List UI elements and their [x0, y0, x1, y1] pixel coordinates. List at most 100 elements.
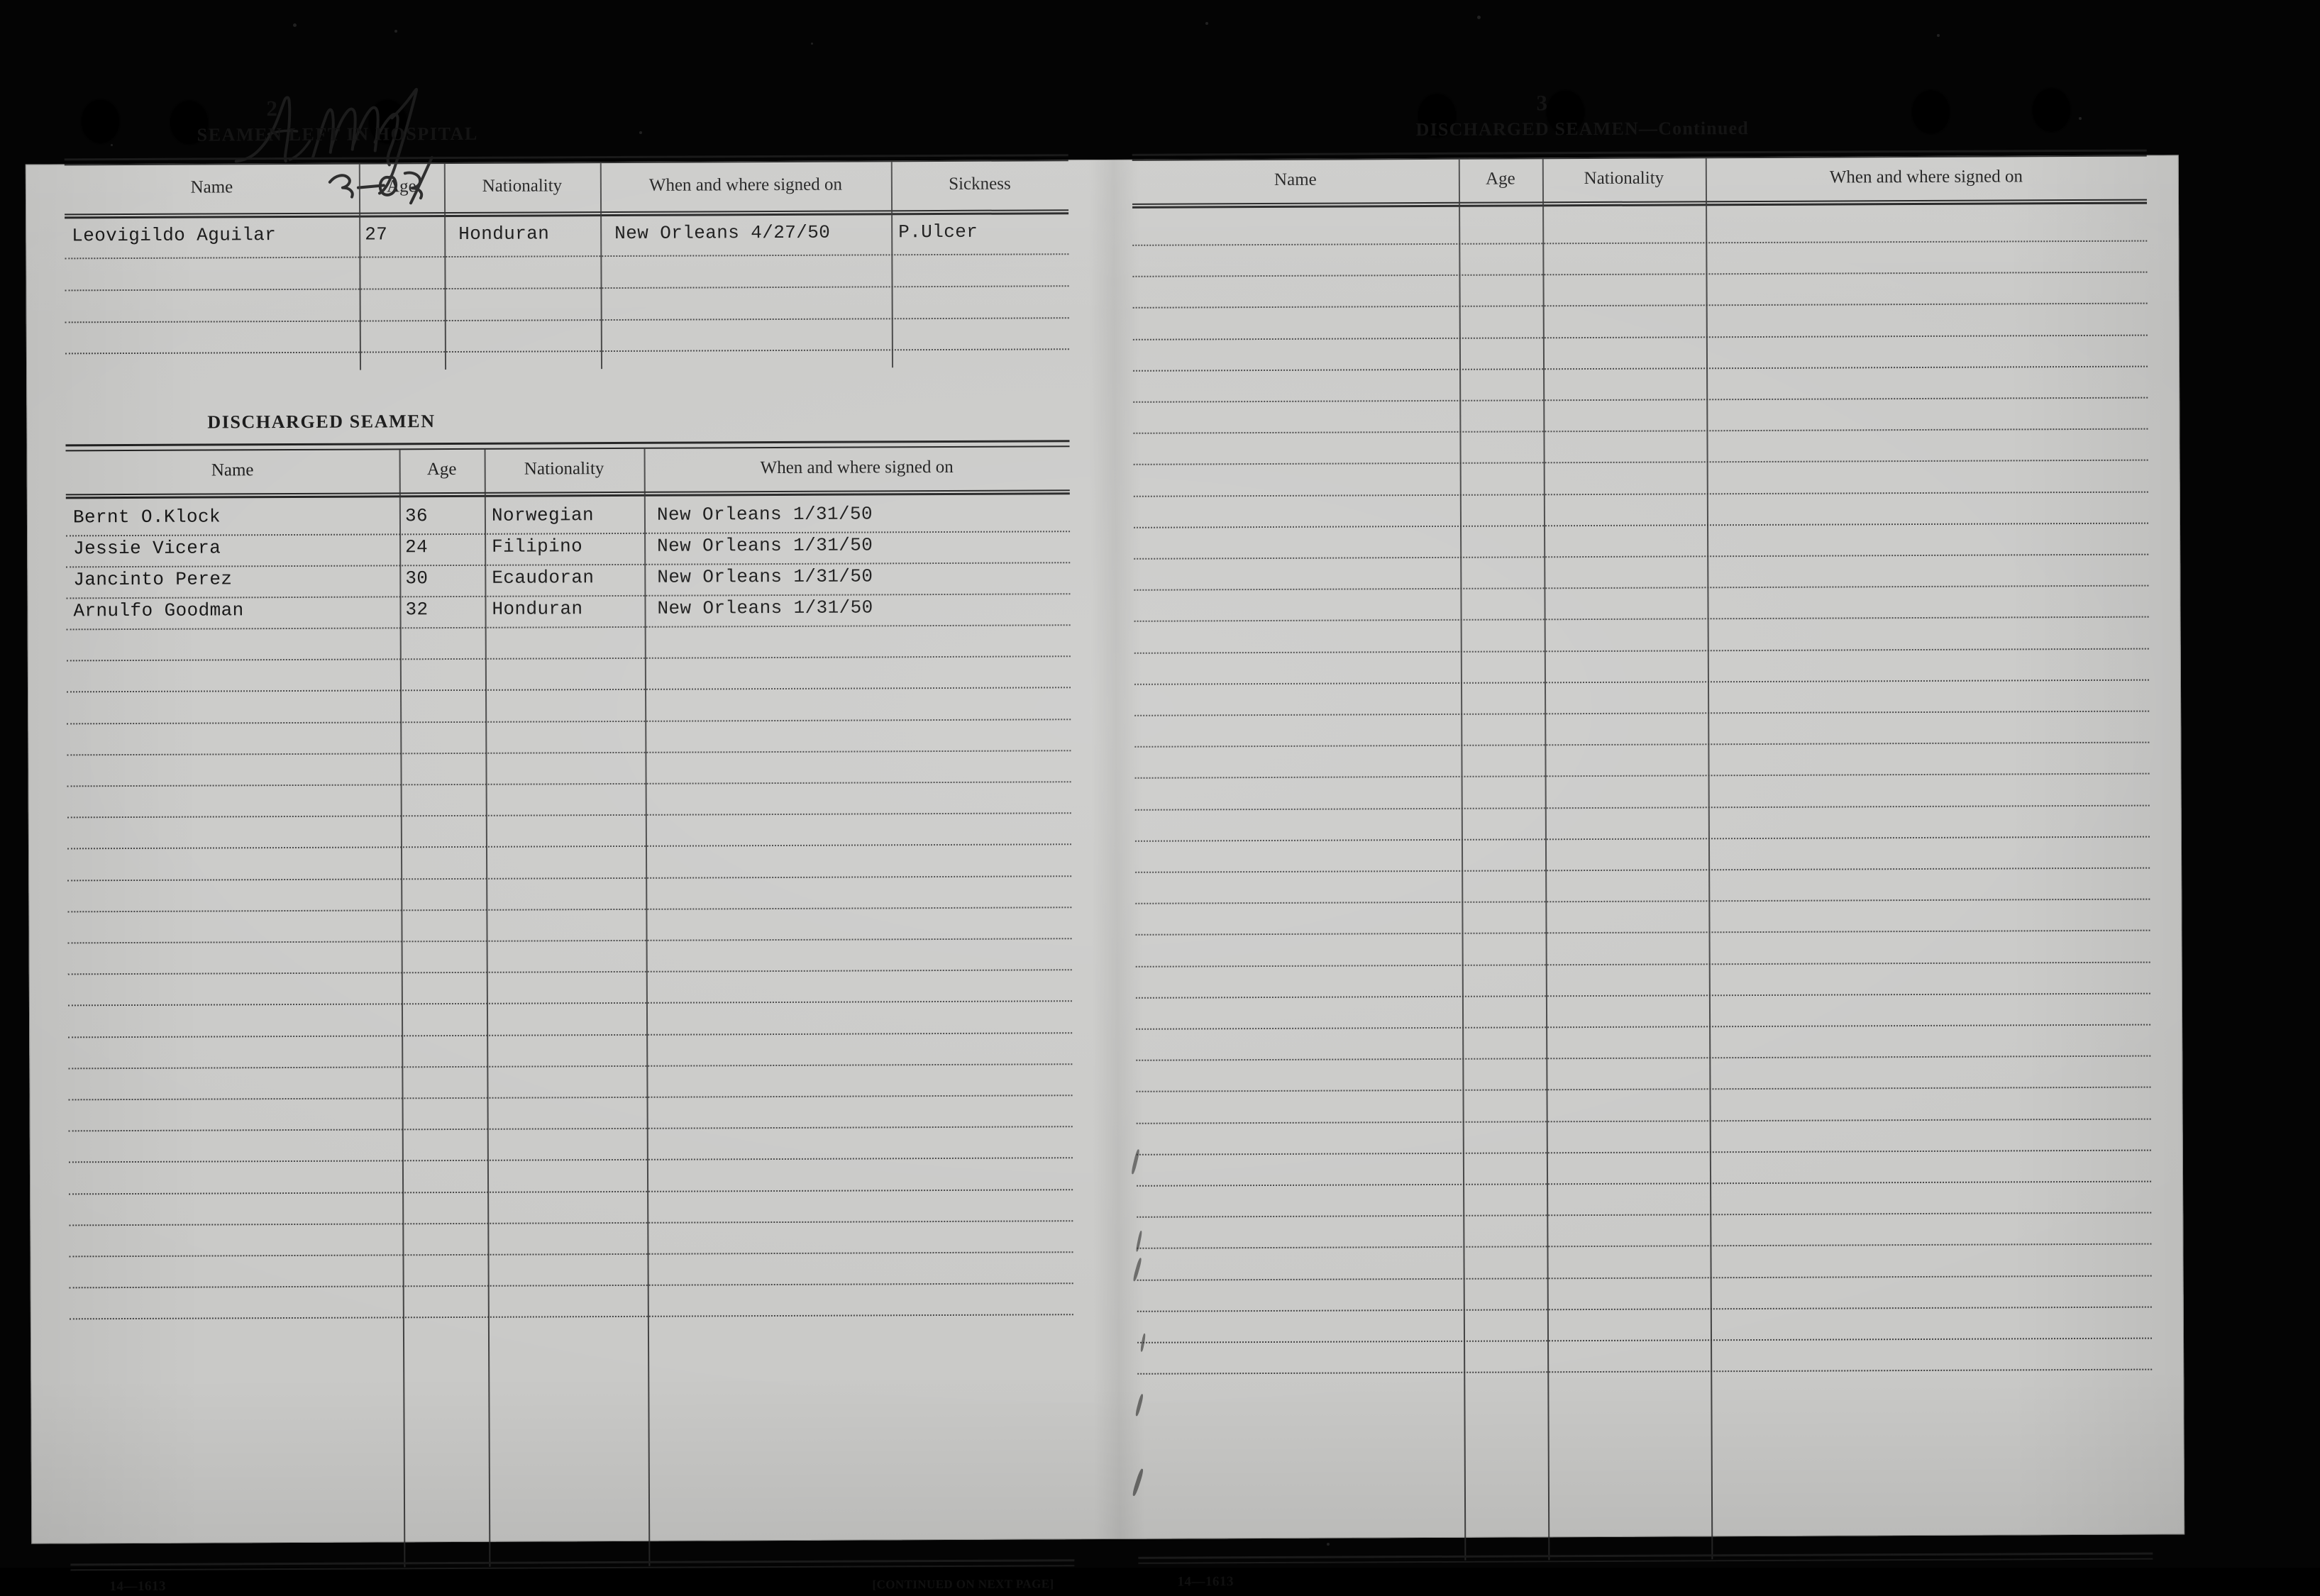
cell-age: 32	[405, 599, 429, 621]
row-rule	[68, 1157, 1073, 1165]
row-rule	[67, 907, 1072, 914]
column-header-nationality: Nationality	[1584, 168, 1664, 189]
row-rule	[69, 1314, 1073, 1321]
punch-hole	[2033, 89, 2070, 132]
row-rule	[67, 875, 1072, 882]
folio-number-left: 2	[266, 96, 278, 121]
row-rule	[65, 285, 1069, 293]
cell-nationality: Filipino	[492, 536, 583, 558]
row-rule	[69, 1251, 1073, 1259]
cell-name: Jessie Vicera	[73, 537, 221, 560]
column-header-nationality: Nationality	[524, 459, 604, 479]
row-rule	[67, 718, 1071, 726]
row-rule	[1134, 710, 2150, 718]
row-rule	[67, 781, 1071, 789]
row-rule	[1137, 1306, 2152, 1314]
row-rule	[1134, 522, 2149, 530]
cell-nationality: Ecaudoran	[492, 567, 595, 589]
row-rule	[1134, 553, 2149, 561]
cell-age: 27	[365, 223, 388, 245]
cell-signed-on: New Orleans 1/31/50	[657, 565, 873, 588]
row-rule	[1135, 867, 2150, 875]
column-header-age: Age	[387, 177, 416, 196]
row-rule	[1137, 1337, 2153, 1345]
row-rule	[1134, 648, 2149, 655]
row-rule	[68, 1095, 1073, 1102]
form-number-left: 14—1613	[109, 1578, 167, 1595]
row-rule	[69, 1219, 1073, 1228]
row-rule	[1137, 1275, 2152, 1282]
row-rule	[1134, 679, 2149, 687]
row-rule	[66, 655, 1071, 663]
row-rule	[1132, 302, 2148, 311]
row-rule	[1132, 271, 2148, 279]
row-rule	[68, 1031, 1073, 1039]
cell-age: 36	[404, 505, 429, 527]
row-rule	[1137, 1212, 2152, 1219]
column-header-age: Age	[426, 459, 457, 480]
section-title-seamen-left-in-hospital: SEAMEN LEFT IN HOSPITAL	[197, 123, 478, 145]
row-rule	[65, 317, 1069, 325]
row-rule	[1137, 1243, 2152, 1251]
row-rule	[67, 750, 1071, 758]
row-rule	[1134, 616, 2149, 624]
cell-name: Bernt O.Klock	[72, 506, 221, 528]
column-header-name: Name	[1274, 170, 1317, 189]
row-rule	[1133, 459, 2148, 467]
folio-number-right: 3	[1536, 90, 1548, 116]
column-header-nationality: Nationality	[482, 176, 563, 196]
row-rule	[1136, 1118, 2151, 1126]
row-rule	[1134, 804, 2150, 812]
column-header-signed-on: When and where signed on	[1829, 167, 2023, 187]
cell-signed-on: New Orleans 1/31/50	[656, 503, 873, 526]
row-rule	[1133, 397, 2148, 404]
table-discharged-seamen: Name Age Nationality When and where sign…	[65, 440, 1075, 1571]
row-rule	[1134, 836, 2150, 843]
row-rule	[1132, 240, 2148, 248]
cell-name: Jancinto Perez	[73, 568, 233, 591]
section-title-discharged-seamen-continued: DISCHARGED SEAMEN—Continued	[1415, 118, 1750, 140]
row-rule	[1137, 1368, 2153, 1376]
row-rule	[1136, 1055, 2151, 1063]
column-header-signed-on: When and where signed on	[760, 457, 954, 478]
column-header-age: Age	[1485, 169, 1515, 189]
row-rule	[1133, 365, 2148, 373]
row-rule	[1135, 898, 2150, 907]
form-number-right: 14—1613	[1177, 1574, 1234, 1590]
row-rule	[67, 1000, 1072, 1008]
row-rule	[1133, 428, 2148, 436]
right-page: 3 DISCHARGED SEAMEN—Continued Name Age N…	[1132, 90, 2184, 1590]
row-rule	[68, 1063, 1073, 1071]
row-rule	[1134, 584, 2149, 593]
row-rule	[1135, 961, 2150, 969]
cell-age: 24	[405, 536, 429, 558]
cell-signed-on: New Orleans 4/27/50	[614, 221, 831, 245]
row-rule	[1136, 1086, 2151, 1095]
row-rule	[65, 348, 1069, 356]
cell-nationality: Honduran	[492, 598, 583, 620]
row-rule	[1134, 772, 2150, 781]
row-rule	[1134, 741, 2150, 750]
row-rule	[69, 1282, 1073, 1290]
cell-name: Leovigildo Aguilar	[72, 224, 277, 247]
row-rule	[65, 253, 1069, 261]
row-rule	[67, 687, 1071, 694]
punch-hole	[82, 100, 119, 143]
row-rule	[1132, 334, 2148, 342]
row-rule	[1135, 929, 2150, 938]
cell-sickness: P.Ulcer	[898, 221, 978, 243]
row-rule	[1136, 1024, 2151, 1031]
cell-nationality: Norwegian	[491, 504, 595, 526]
table-seamen-left-in-hospital: Name Age Nationality When and where sign…	[64, 154, 1069, 371]
row-rule	[66, 624, 1071, 632]
cell-age: 30	[405, 567, 429, 589]
punch-hole	[1912, 90, 1950, 134]
cell-name: Arnulfo Goodman	[73, 599, 244, 622]
column-header-sickness: Sickness	[949, 174, 1011, 194]
section-title-discharged-seamen: DISCHARGED SEAMEN	[207, 411, 436, 433]
row-rule	[68, 1126, 1073, 1134]
row-rule	[67, 843, 1071, 851]
cell-nationality: Honduran	[458, 223, 550, 245]
left-page: 2 SEAMEN LEFT IN HOSPITAL Name Age Natio…	[26, 96, 1110, 1594]
row-rule	[1137, 1180, 2152, 1188]
